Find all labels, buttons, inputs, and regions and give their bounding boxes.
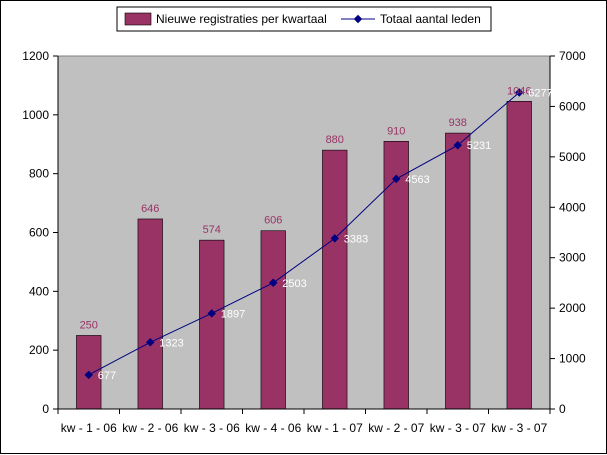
line-value-label: 5231 xyxy=(467,140,491,152)
bar-value-label: 938 xyxy=(449,117,467,129)
x-tick-label: kw - 4 - 06 xyxy=(245,421,301,435)
y-right-tick-label: 6000 xyxy=(559,99,586,113)
y-left-tick-label: 1200 xyxy=(22,49,49,63)
line-marker xyxy=(330,234,339,243)
line-marker xyxy=(453,140,462,150)
line-value-label: 2503 xyxy=(282,278,306,290)
line-series xyxy=(84,88,524,380)
y-left-tick-label: 200 xyxy=(29,343,49,357)
line-marker xyxy=(269,278,278,288)
bar-value-label: 250 xyxy=(80,319,98,331)
y-left-tick-label: 0 xyxy=(42,402,49,416)
y-left-tick-label: 1000 xyxy=(22,108,49,122)
bar-value-label: 880 xyxy=(326,134,344,146)
bar xyxy=(322,149,348,410)
x-tick-label: kw - 3 - 07 xyxy=(430,421,486,435)
line-value-label: 677 xyxy=(98,370,116,382)
y-right-tick-label: 1000 xyxy=(559,352,586,366)
bar xyxy=(199,239,225,410)
y-left-tick-label: 400 xyxy=(29,284,49,298)
line-value-label: 4563 xyxy=(405,174,429,186)
x-tick-label: kw - 3 - 07 xyxy=(491,421,547,435)
line-value-label: 3383 xyxy=(344,233,368,245)
bar xyxy=(137,218,163,410)
axes: 0 200 400 600 800 1000 1200 0 1000 2000 3000 4000 50… xyxy=(22,49,586,435)
bar xyxy=(445,132,471,410)
data-labels: 250 646 574 606 880 910 938 1046 677 1323 1897 2503… xyxy=(80,85,553,382)
x-tick-label: kw - 1 - 06 xyxy=(61,421,117,435)
bar-value-label: 910 xyxy=(387,125,405,137)
line-value-label: 6277 xyxy=(528,87,552,99)
legend-box xyxy=(116,6,492,32)
y-right-tick-label: 3000 xyxy=(559,251,586,265)
x-tick-label: kw - 3 - 06 xyxy=(184,421,240,435)
bar-value-label: 1046 xyxy=(507,85,531,97)
bar xyxy=(506,101,532,410)
y-right-tick-label: 4000 xyxy=(559,200,586,214)
bar-value-label: 574 xyxy=(203,224,221,236)
y-right-tick-label: 5000 xyxy=(559,150,586,164)
legend: Nieuwe registraties per kwartaal Totaal … xyxy=(116,6,492,32)
bar xyxy=(383,141,409,410)
legend-line-marker xyxy=(353,14,363,24)
line-path xyxy=(88,92,520,376)
legend-bar-label: Nieuwe registraties per kwartaal xyxy=(156,12,327,26)
plot-area xyxy=(57,55,551,410)
bar-series xyxy=(76,101,532,410)
y-left-tick-label: 800 xyxy=(29,167,49,181)
line-marker xyxy=(392,174,401,184)
bar-value-label: 606 xyxy=(264,215,282,227)
line-value-label: 1897 xyxy=(221,308,245,320)
y-left-tick-label: 600 xyxy=(29,226,49,240)
y-right-tick-label: 2000 xyxy=(559,301,586,315)
line-marker xyxy=(84,370,93,380)
x-tick-label: kw - 1 - 07 xyxy=(307,421,363,435)
x-tick-label: kw - 2 - 06 xyxy=(122,421,178,435)
y-right-tick-label: 0 xyxy=(559,402,566,416)
line-marker xyxy=(146,338,155,347)
line-marker xyxy=(207,309,216,318)
y-right-tick-label: 7000 xyxy=(559,49,586,63)
legend-bar-swatch xyxy=(124,12,152,26)
legend-line-label: Totaal aantal leden xyxy=(380,12,481,26)
bar-value-label: 646 xyxy=(141,203,159,215)
bar xyxy=(260,230,286,410)
line-value-label: 1323 xyxy=(159,337,183,349)
x-tick-label: kw - 2 - 07 xyxy=(368,421,424,435)
